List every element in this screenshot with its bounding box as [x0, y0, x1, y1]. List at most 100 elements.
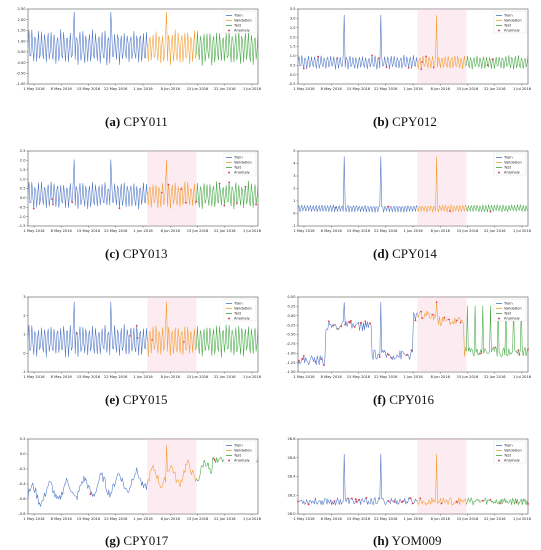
x-tick-label: 1 Jun 2016 [403, 375, 423, 379]
legend-swatch [228, 317, 230, 320]
anomaly-point [431, 313, 434, 316]
x-tick-label: 22 Jun 2016 [214, 517, 236, 521]
legend-label: Test [503, 24, 512, 28]
anomaly-point [387, 205, 390, 208]
y-tick-label: -0.25 [286, 323, 295, 327]
legend-label: Validation [234, 307, 252, 311]
x-tick-label: 1 Jul 2016 [513, 229, 532, 233]
anomaly-point [320, 358, 322, 361]
anomaly-point [213, 459, 216, 461]
anomaly-point [421, 317, 424, 319]
anomaly-point [51, 198, 53, 200]
legend-label: Train [503, 302, 513, 306]
y-tick-label: 2 [23, 314, 25, 318]
y-tick-label: 3 [293, 174, 295, 178]
anomaly-point [336, 57, 339, 60]
anomaly-point [378, 356, 381, 358]
anomaly-point [365, 496, 368, 499]
y-tick-label: -1.25 [286, 361, 295, 365]
x-tick-label: 1 Jul 2016 [243, 87, 262, 91]
y-tick-label: 0.5 [20, 187, 26, 191]
legend-label: Anomaly [234, 459, 251, 463]
anomaly-point [440, 502, 443, 505]
x-tick-label: 15 May 2016 [77, 229, 101, 233]
plot-frame [297, 8, 529, 85]
series-line-test [466, 204, 529, 213]
caption-f: (f) CPY016 [373, 392, 435, 407]
series-line-test [466, 305, 529, 357]
validation-band [147, 439, 197, 514]
anomaly-point [359, 322, 362, 324]
x-tick-label: 1 Jun 2016 [403, 229, 423, 233]
y-tick-label: -0.5 [288, 82, 295, 86]
y-tick-label: 1 [23, 333, 25, 337]
y-tick-label: 1.00 [17, 39, 26, 43]
legend-label: Train [503, 444, 513, 448]
anomaly-point [491, 58, 494, 61]
y-tick-label: -0.6 [18, 497, 26, 501]
anomaly-point [499, 502, 501, 505]
anomaly-point [89, 493, 92, 495]
anomaly-point [354, 498, 357, 501]
y-tick-label: 0.00 [17, 61, 26, 65]
y-tick-label: 0 [293, 212, 296, 216]
y-tick-label: 0.25 [287, 305, 295, 309]
anomaly-point [390, 356, 393, 359]
x-tick-label: 8 May 2016 [51, 375, 73, 379]
anomaly-point [52, 203, 54, 206]
series-line-train [297, 14, 418, 70]
panel-e: 3 2 1 0 -1 1 May 2016 8 May 2016 15 May 2016 22 … [8, 292, 266, 384]
legend-label: Train [503, 156, 513, 160]
anomaly-point [301, 358, 304, 361]
x-tick-label: 22 May 2016 [104, 229, 128, 233]
x-tick-label: 1 May 2016 [23, 375, 45, 379]
y-tick-label: 3.5 [290, 7, 296, 11]
legend-label: Train [503, 14, 513, 18]
validation-band [417, 297, 467, 372]
legend-label: Anomaly [504, 171, 521, 175]
x-tick-label: 22 Jun 2016 [484, 375, 506, 379]
legend-box [493, 10, 527, 34]
anomaly-point [350, 497, 353, 500]
y-tick-label: -0.50 [286, 333, 296, 337]
legend-box [493, 440, 527, 464]
x-tick-label: 1 May 2016 [293, 517, 315, 521]
anomaly-point [364, 320, 367, 323]
anomaly-point [518, 353, 521, 356]
y-tick-label: 3 [23, 295, 25, 299]
anomaly-point [136, 337, 139, 339]
legend-label: Train [233, 14, 243, 18]
x-tick-label: 15 Jun 2016 [187, 375, 209, 379]
legend-swatch [498, 317, 500, 320]
caption-g: (g) CPY017 [105, 533, 169, 548]
anomaly-point [167, 183, 170, 186]
anomaly-point [377, 57, 380, 60]
anomaly-point [314, 360, 317, 363]
y-tick-label: 1.0 [20, 177, 26, 181]
series-line-train [27, 301, 148, 358]
y-tick-label: 5 [293, 149, 295, 153]
legend-label: Train [233, 444, 243, 448]
x-tick-label: 15 Jun 2016 [457, 229, 479, 233]
anomaly-point [357, 498, 360, 501]
panel-h: 28.8 28.6 28.4 28.2 28.0 1 May 2016 8 May 2016… [278, 434, 536, 526]
chart-h: 28.8 28.6 28.4 28.2 28.01 May 2016 8 May 2016… [287, 437, 531, 521]
y-tick-label: 2.5 [290, 26, 296, 30]
chart-f: 0.50 0.25 0.00 -0.25 -0.50 -0.75 -1.00 -1.25 -1.… [286, 295, 532, 379]
anomaly-point [443, 316, 446, 319]
anomaly-point [302, 67, 305, 70]
y-tick-label: -1.0 [18, 215, 26, 219]
y-tick-label: 0.0 [20, 196, 26, 200]
anomaly-point [410, 349, 413, 352]
panel-c: 2.5 2.0 1.5 1.0 0.5 0.0 -0.5 -1.0 -1.5 1 May 2016… [8, 146, 266, 238]
x-tick-label: 1 Jun 2016 [133, 87, 153, 91]
x-tick-label: 8 May 2016 [321, 229, 343, 233]
x-tick-label: 15 May 2016 [347, 229, 371, 233]
y-tick-label: -0.8 [18, 512, 26, 516]
anomaly-point [369, 322, 372, 325]
anomaly-point [244, 185, 247, 188]
x-tick-label: 1 May 2016 [23, 229, 45, 233]
anomaly-point [455, 500, 458, 503]
